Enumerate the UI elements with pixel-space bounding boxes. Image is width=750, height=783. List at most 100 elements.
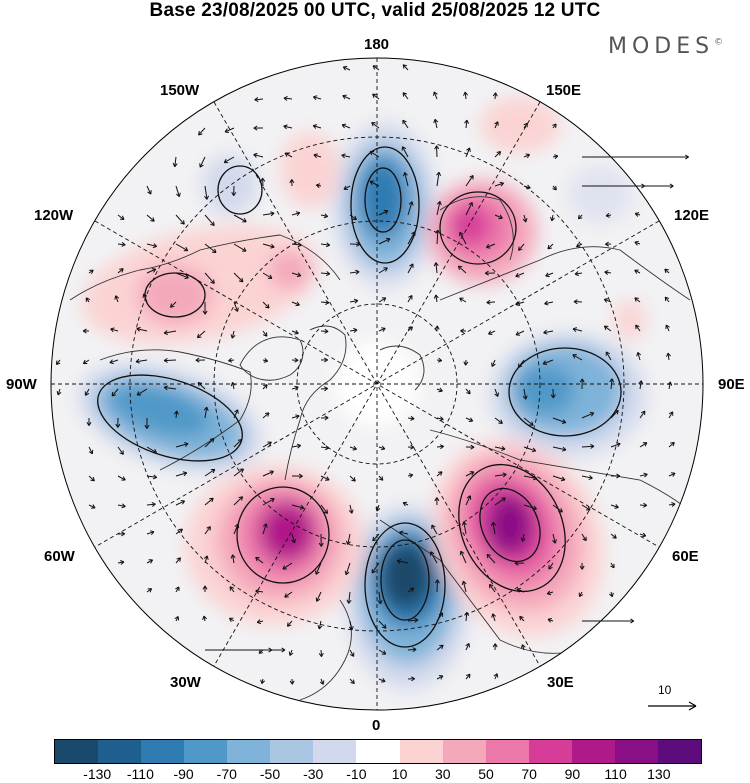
wind-vector-head [430, 551, 435, 556]
stream-low-150w [217, 165, 263, 215]
wind-vector [518, 243, 525, 251]
wind-vector [291, 504, 304, 509]
wind-vector [262, 212, 275, 216]
wind-vector [283, 97, 293, 100]
wind-vector-head [228, 357, 233, 363]
wind-vector [262, 441, 272, 448]
colorbar-swatch [399, 740, 443, 763]
lon-label-120w: 120W [34, 207, 74, 224]
wind-vector [552, 475, 566, 481]
wind-vector-head [560, 476, 566, 482]
wind-vector [146, 446, 157, 454]
wind-vector-head [493, 673, 499, 678]
wind-vector-head [269, 470, 274, 475]
wind-vector-head [291, 538, 297, 544]
wind-vector [175, 272, 189, 279]
wind-vector-head [381, 624, 387, 629]
wind-vector [175, 472, 187, 477]
wind-vector-head [282, 565, 287, 570]
wind-vector-head [230, 382, 236, 387]
stream-high-30w [236, 486, 330, 584]
wind-vector [349, 649, 355, 657]
wind-vector [88, 504, 96, 509]
wind-vector [146, 185, 152, 195]
wind-vector-head [110, 327, 115, 333]
wind-vector [376, 504, 380, 512]
wind-vector [523, 475, 537, 480]
wind-vector-head [296, 443, 302, 449]
wind-vector-head [396, 558, 402, 564]
wind-vector-head [325, 242, 331, 248]
wind-vector-head [230, 334, 236, 339]
wind-vector-head [202, 615, 208, 620]
wind-vector-head [668, 411, 674, 416]
chart-title: Base 23/08/2025 00 UTC, valid 25/08/2025… [149, 0, 601, 21]
wind-vector-head [352, 445, 357, 451]
wind-vector-head [203, 406, 209, 411]
wind-vector-head [465, 643, 470, 648]
wind-vector [407, 619, 419, 622]
wind-vector [610, 378, 613, 390]
wind-vector [605, 351, 612, 361]
wind-vector-head [548, 565, 553, 570]
wind-vector [552, 446, 567, 451]
wind-vector-head [312, 124, 318, 129]
wind-vector-head [242, 247, 247, 252]
wind-vector [342, 95, 351, 100]
wind-vector-head [295, 211, 301, 216]
wind-vector [668, 411, 674, 419]
wind-vector [519, 616, 525, 622]
wind-vector-head [586, 506, 591, 511]
low-90w-inner [110, 383, 210, 437]
wind-vector-head [385, 237, 391, 243]
colorbar-tick-label: -70 [216, 766, 237, 782]
wind-vector [459, 297, 467, 303]
wind-vector [664, 296, 670, 303]
colorbar-swatch [657, 740, 701, 763]
wind-vector-head [604, 270, 609, 275]
wind-vector [523, 122, 528, 129]
stream-low-180-inner [364, 167, 402, 233]
wind-vector [634, 297, 641, 303]
wind-vector [407, 648, 417, 651]
wind-vector [372, 65, 380, 71]
wind-vector [283, 125, 293, 129]
wind-vector-head [342, 65, 348, 71]
wind-vector-head [381, 650, 387, 655]
wind-vector-head [89, 269, 94, 274]
wind-vector [460, 550, 467, 564]
wind-vector-head [431, 524, 436, 530]
reference-vector-label: 10 [658, 683, 672, 697]
wind-vector-head [284, 152, 289, 157]
wind-vector [175, 528, 183, 535]
wind-vector-head [147, 588, 153, 593]
wind-vector-head [174, 615, 180, 621]
high-130w [268, 250, 312, 290]
stream-low-0 [364, 522, 446, 648]
wind-vector [397, 560, 409, 564]
lon-label-30e: 30E [547, 674, 574, 691]
wind-vector-head [546, 590, 552, 596]
wind-vector [291, 386, 299, 390]
wind-vector [291, 301, 300, 306]
wind-vector [257, 620, 264, 623]
colorbar-swatch [356, 740, 400, 763]
wind-vector [465, 643, 470, 651]
wind-vector [407, 326, 413, 332]
wind-vector-head [281, 647, 286, 653]
wind-vector-head [270, 498, 275, 503]
wind-vector-head [142, 293, 148, 298]
wind-vector-head [182, 471, 188, 477]
wind-vector-head [298, 473, 303, 479]
wind-vector [639, 473, 648, 477]
wind-vector [639, 533, 646, 537]
colorbar-tick-label: -130 [83, 766, 112, 782]
wind-vector-head [183, 246, 189, 252]
wind-vector [320, 649, 323, 657]
wind-vector-head [253, 152, 258, 158]
wind-vector [494, 446, 506, 450]
wind-vector [523, 417, 534, 426]
wind-vector-head [433, 91, 438, 96]
wind-vector-head [296, 272, 302, 278]
wind-vector [572, 354, 583, 361]
